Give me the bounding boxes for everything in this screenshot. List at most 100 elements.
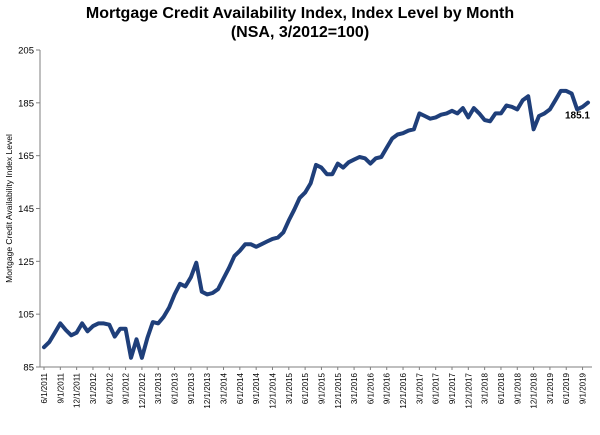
data-point bbox=[440, 113, 442, 116]
chart-subtitle: (NSA, 3/2012=100) bbox=[230, 24, 370, 41]
chart-title: Mortgage Credit Availability Index, Inde… bbox=[85, 5, 515, 22]
data-point bbox=[337, 162, 339, 165]
x-tick-label: 6/1/2011 bbox=[40, 372, 49, 403]
data-point bbox=[418, 112, 421, 115]
data-point bbox=[429, 117, 432, 120]
data-point bbox=[97, 322, 100, 325]
data-point bbox=[103, 322, 105, 325]
data-point bbox=[162, 316, 165, 318]
x-tick-label: 6/1/2019 bbox=[562, 372, 571, 404]
data-point bbox=[119, 327, 121, 330]
data-point bbox=[451, 110, 453, 112]
x-tick-label: 3/1/2016 bbox=[350, 372, 359, 404]
data-point bbox=[244, 243, 247, 245]
data-point bbox=[190, 276, 192, 279]
x-tick-label: 9/1/2017 bbox=[448, 372, 457, 404]
data-point bbox=[282, 231, 285, 234]
x-tick-label: 9/1/2019 bbox=[579, 372, 588, 404]
x-tick-label: 3/1/2013 bbox=[154, 372, 163, 404]
x-tick-label: 12/1/2016 bbox=[399, 372, 408, 408]
y-axis-ticks: 85 105 125 145 165 185 205 bbox=[18, 46, 40, 374]
data-point bbox=[277, 236, 279, 239]
data-point bbox=[288, 219, 290, 222]
data-point bbox=[467, 116, 470, 119]
data-point bbox=[211, 292, 214, 294]
data-point bbox=[239, 250, 241, 252]
data-point bbox=[65, 329, 67, 331]
x-tick-label: 12/1/2014 bbox=[268, 372, 277, 408]
data-point bbox=[570, 92, 573, 95]
data-point bbox=[478, 112, 481, 115]
data-point bbox=[543, 112, 546, 115]
data-point bbox=[505, 104, 508, 107]
data-point bbox=[494, 112, 497, 115]
x-axis-ticks: 6/1/2011 9/1/2011 12/1/2011 3/1/2012 6/1/201… bbox=[40, 367, 588, 409]
data-point bbox=[201, 290, 203, 293]
x-tick-label: 12/1/2015 bbox=[334, 372, 343, 408]
data-point bbox=[483, 119, 486, 121]
data-point bbox=[473, 107, 475, 109]
x-tick-label: 6/1/2013 bbox=[171, 372, 180, 404]
data-point bbox=[54, 331, 56, 334]
data-point bbox=[364, 157, 366, 160]
series-group bbox=[42, 88, 590, 360]
data-point bbox=[489, 120, 491, 123]
data-point bbox=[255, 246, 257, 248]
y-axis-label: Mortgage Credit Availability Index Level bbox=[4, 134, 14, 283]
data-point bbox=[249, 243, 252, 245]
data-point bbox=[86, 330, 89, 333]
data-point bbox=[538, 115, 540, 117]
data-point bbox=[113, 335, 116, 338]
data-point bbox=[315, 164, 317, 166]
x-tick-label: 3/1/2019 bbox=[546, 372, 555, 404]
x-tick-label: 9/1/2018 bbox=[513, 372, 522, 404]
data-point bbox=[141, 357, 143, 359]
data-point bbox=[168, 306, 170, 309]
data-point bbox=[130, 357, 132, 359]
data-point bbox=[135, 338, 138, 341]
chart-axes bbox=[39, 50, 592, 368]
data-point bbox=[326, 173, 328, 175]
x-tick-label: 3/1/2012 bbox=[89, 372, 98, 404]
data-point bbox=[407, 129, 410, 132]
data-point bbox=[402, 132, 404, 134]
data-point bbox=[527, 95, 529, 97]
data-point bbox=[353, 158, 355, 161]
data-point bbox=[565, 90, 567, 92]
y-tick-label: 145 bbox=[18, 204, 34, 215]
x-tick-label: 12/1/2012 bbox=[138, 372, 147, 408]
data-point bbox=[424, 115, 426, 117]
y-tick-label: 165 bbox=[18, 151, 34, 162]
y-tick-label: 125 bbox=[18, 257, 34, 268]
data-point bbox=[554, 99, 557, 101]
data-point bbox=[391, 137, 394, 140]
data-point bbox=[320, 166, 323, 169]
data-point bbox=[124, 327, 127, 330]
data-point bbox=[456, 112, 459, 115]
data-point bbox=[271, 238, 274, 240]
x-tick-label: 6/1/2016 bbox=[366, 372, 375, 404]
data-point bbox=[293, 209, 296, 211]
data-point bbox=[549, 108, 551, 111]
data-point bbox=[179, 283, 181, 285]
data-point bbox=[581, 106, 584, 108]
data-point bbox=[500, 112, 502, 115]
x-tick-label: 6/1/2017 bbox=[432, 372, 441, 404]
data-point bbox=[157, 322, 159, 325]
data-point bbox=[152, 321, 154, 323]
data-point bbox=[298, 197, 301, 199]
data-point bbox=[413, 128, 415, 131]
x-tick-label: 3/1/2014 bbox=[220, 372, 229, 404]
data-point bbox=[70, 334, 72, 337]
data-point bbox=[560, 90, 562, 92]
data-point bbox=[511, 106, 513, 108]
data-point bbox=[369, 162, 372, 165]
x-tick-label: 9/1/2015 bbox=[317, 372, 326, 404]
data-point bbox=[532, 128, 535, 131]
data-point bbox=[304, 191, 306, 194]
data-point bbox=[309, 182, 312, 185]
x-tick-label: 3/1/2017 bbox=[415, 372, 424, 404]
x-tick-label: 9/1/2014 bbox=[252, 372, 261, 404]
data-point bbox=[516, 108, 519, 111]
